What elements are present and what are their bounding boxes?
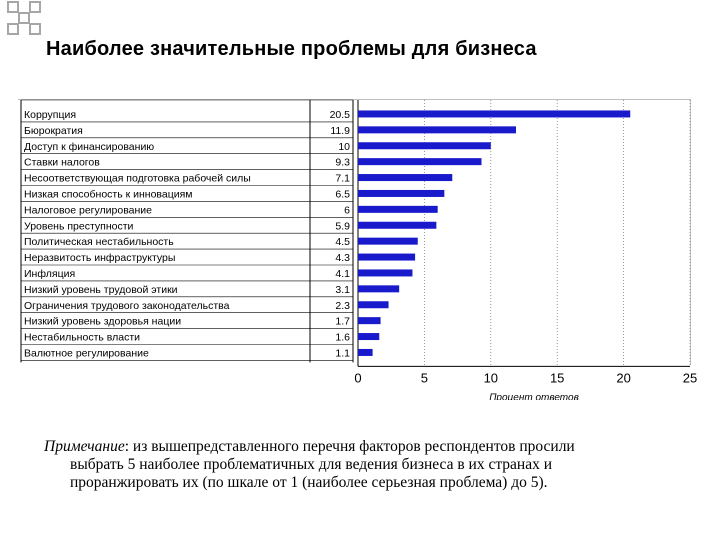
- bar: [358, 317, 381, 325]
- x-axis-label: Процент ответов: [489, 392, 579, 400]
- value-label: 1.7: [335, 316, 350, 328]
- bar: [358, 285, 400, 293]
- bar: [358, 221, 437, 229]
- category-label: Инфляция: [24, 268, 75, 280]
- bar: [358, 126, 517, 134]
- value-label: 4.1: [335, 268, 350, 280]
- category-label: Налоговое регулирование: [24, 204, 152, 216]
- bar: [358, 301, 389, 309]
- bar: [358, 142, 491, 150]
- corner-square: [7, 23, 19, 35]
- slide-title: Наиболее значительные проблемы для бизне…: [46, 38, 537, 60]
- x-tick-label: 25: [683, 370, 697, 385]
- value-label: 1.1: [335, 347, 350, 359]
- category-label: Низкий уровень здоровья нации: [24, 316, 181, 328]
- note-label: Примечание: [44, 438, 125, 455]
- bar: [358, 158, 482, 166]
- corner-square: [29, 23, 41, 35]
- bar: [358, 205, 438, 213]
- bar: [358, 348, 373, 356]
- corner-square: [7, 1, 19, 13]
- category-table: [20, 100, 354, 363]
- category-label: Низкий уровень трудовой этики: [24, 284, 178, 296]
- grid: [357, 100, 691, 367]
- bar: [358, 269, 413, 277]
- value-label: 3.1: [335, 284, 350, 296]
- category-label: Низкая способность к инновациям: [24, 188, 193, 200]
- category-label: Уровень преступности: [24, 220, 134, 232]
- value-label: 4.3: [335, 252, 350, 264]
- bar: [358, 189, 445, 197]
- category-label: Ограничения трудового законодательства: [24, 300, 230, 312]
- corner-square: [18, 12, 30, 24]
- bar-chart: Коррупция 20.5 Бюрократия 11.9 Доступ к фина…: [20, 99, 697, 400]
- chart-frame: [18, 99, 691, 365]
- bar: [358, 110, 631, 118]
- note-line-3: проранжировать их (по шкале от 1 (наибол…: [70, 474, 548, 491]
- value-label: 2.3: [335, 300, 350, 312]
- category-label: Нестабильность власти: [24, 332, 140, 344]
- note-paragraph: Примечание: из вышепредставленного переч…: [44, 438, 684, 492]
- value-label: 4.5: [335, 236, 350, 248]
- category-label: Политическая нестабильность: [24, 236, 174, 248]
- value-label: 7.1: [335, 173, 350, 185]
- value-label: 6: [344, 204, 350, 216]
- x-tick-label: 0: [354, 370, 361, 385]
- category-label: Ставки налогов: [24, 157, 100, 169]
- bar: [358, 237, 418, 245]
- note-line-1: : из вышепредставленного перечня факторо…: [124, 438, 575, 455]
- x-tick-label: 5: [421, 370, 428, 385]
- value-label: 11.9: [330, 125, 350, 137]
- value-label: 10: [338, 141, 350, 153]
- category-label: Бюрократия: [24, 125, 83, 137]
- category-label: Несоответствующая подготовка рабочей сил…: [24, 173, 251, 185]
- x-tick-label: 15: [550, 370, 564, 385]
- corner-decoration: [7, 1, 41, 35]
- bar: [358, 333, 380, 341]
- category-label: Доступ к финансированию: [24, 141, 154, 153]
- category-label: Коррупция: [24, 109, 76, 121]
- value-label: 9.3: [335, 157, 350, 169]
- category-label: Валютное регулирование: [24, 347, 149, 359]
- x-tick-label: 20: [616, 370, 630, 385]
- x-tick-label: 10: [484, 370, 498, 385]
- value-label: 5.9: [335, 220, 350, 232]
- value-label: 20.5: [330, 109, 351, 121]
- corner-square: [29, 1, 41, 13]
- bar: [358, 174, 453, 182]
- bar: [358, 253, 416, 261]
- category-label: Неразвитость инфраструктуры: [24, 252, 175, 264]
- note-line-2: выбрать 5 наиболее проблематичных для ве…: [70, 456, 553, 473]
- value-label: 6.5: [335, 188, 350, 200]
- value-label: 1.6: [335, 332, 350, 344]
